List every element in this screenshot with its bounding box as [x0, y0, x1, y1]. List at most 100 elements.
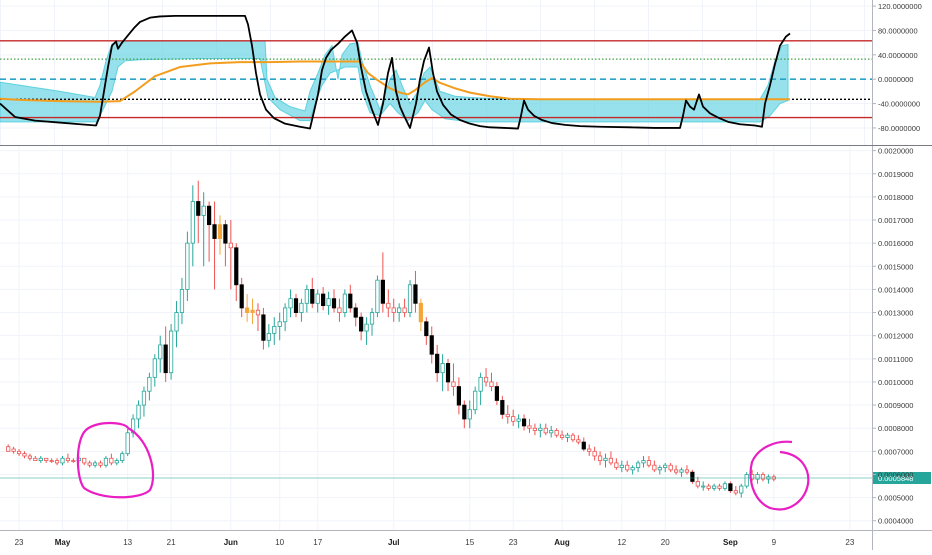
- time-tick-label: 12: [617, 538, 626, 547]
- candle-body: [597, 455, 603, 462]
- candle-body: [60, 457, 65, 464]
- candle-body: [152, 358, 157, 378]
- candle-body: [310, 289, 315, 304]
- candle-body: [521, 418, 527, 427]
- candle-body: [386, 302, 391, 309]
- osc-tick-label: -40.0000000: [878, 100, 920, 109]
- candle-body: [277, 321, 282, 327]
- price-tick-label: 0.0007000: [878, 447, 913, 456]
- candle-body: [576, 439, 581, 443]
- candle-body: [163, 344, 168, 374]
- price-tick-label: 0.0019000: [878, 170, 913, 179]
- oscillator-reference-lines: [0, 40, 872, 119]
- price-tick-label: 0.0011000: [878, 355, 913, 364]
- candle-body: [397, 307, 402, 313]
- candle-body: [33, 457, 38, 462]
- candle-body: [554, 430, 559, 436]
- candle-body: [657, 467, 662, 471]
- candle-body: [266, 332, 271, 341]
- candle-body: [418, 302, 423, 323]
- candle-body: [196, 201, 201, 216]
- candle-body: [581, 441, 586, 450]
- time-tick-label: 17: [313, 538, 322, 547]
- signal-line: [0, 60, 790, 103]
- candle-body: [489, 381, 494, 387]
- oscillator-line: [0, 14, 791, 130]
- price-grid: [0, 146, 872, 530]
- candle-body: [652, 464, 657, 471]
- candle-body: [592, 450, 597, 457]
- candle-body: [103, 457, 109, 466]
- candle-body: [500, 400, 505, 415]
- time-x-axis[interactable]: 23 May 13 21 Jun 10 17 Jul 15 23 Aug 12 20 Sep 9 23: [0, 530, 932, 548]
- time-tick-label: 21: [167, 538, 176, 547]
- circle-may: [76, 421, 155, 499]
- price-tick-label: 0.0010000: [878, 378, 913, 387]
- candle-body: [65, 457, 71, 462]
- candle-body: [407, 284, 413, 313]
- candle-body: [511, 416, 516, 422]
- candle-body: [603, 457, 608, 462]
- candle-body: [451, 381, 456, 387]
- candle-body: [359, 316, 364, 332]
- candle-body: [304, 289, 309, 304]
- candle-body: [299, 302, 304, 313]
- current-price-tag: [873, 471, 931, 484]
- candle-body: [608, 457, 614, 464]
- candle-body: [375, 279, 380, 313]
- price-tick-label: 0.0012000: [878, 332, 913, 341]
- candle-body: [706, 485, 711, 489]
- oscillator-y-axis[interactable]: 120.0000000 80.0000000 40.0000000 0.0000000…: [872, 0, 922, 145]
- candle-body: [321, 293, 326, 307]
- candle-body: [337, 307, 342, 313]
- candle-body: [228, 242, 233, 249]
- price-tick-label: 0.0009000: [878, 401, 913, 410]
- candle-body: [467, 409, 472, 420]
- candle-body: [49, 460, 54, 463]
- candle-body: [348, 293, 353, 309]
- candle-body: [326, 298, 331, 307]
- candle-body: [245, 307, 250, 313]
- candle-body: [739, 485, 744, 494]
- candle-body: [413, 284, 418, 304]
- candle-body: [6, 446, 11, 452]
- candle-body: [635, 462, 641, 468]
- candle-body: [462, 404, 467, 420]
- candle-body: [559, 434, 565, 438]
- candle-body: [527, 425, 532, 429]
- candle-body: [473, 390, 478, 411]
- candle-body: [538, 427, 543, 431]
- time-tick-label: Jun: [224, 538, 238, 547]
- time-tick-label: 10: [275, 538, 284, 547]
- candle-body: [207, 205, 212, 226]
- candle-body: [565, 434, 570, 438]
- candle-body: [98, 462, 103, 466]
- candle-body: [11, 448, 16, 452]
- price-candles: [6, 180, 776, 498]
- candle-body: [315, 293, 320, 304]
- candle-body: [614, 462, 619, 468]
- circle-sep: [749, 440, 810, 511]
- time-tick-label: Aug: [554, 538, 570, 547]
- candle-body: [353, 307, 358, 318]
- candle-body: [646, 460, 652, 466]
- candle-body: [212, 224, 217, 239]
- candle-body: [625, 464, 630, 471]
- candle-body: [201, 205, 206, 216]
- candle-body: [272, 326, 277, 334]
- candle-body: [38, 457, 43, 462]
- candle-body: [630, 467, 635, 471]
- candle-body: [369, 312, 375, 325]
- candle-body: [82, 457, 87, 464]
- candle-body: [71, 460, 76, 463]
- oscillator-lines: [0, 14, 791, 130]
- candle-body: [16, 450, 22, 455]
- annotations: [76, 421, 810, 511]
- candle-body: [712, 485, 717, 489]
- time-tick-label: May: [55, 538, 71, 547]
- candle-body: [728, 483, 733, 492]
- time-tick-label: 23: [845, 538, 854, 547]
- candle-body: [440, 363, 445, 374]
- price-y-axis[interactable]: 0.0020000 0.0019000 0.0018000 0.0017000 0.00…: [872, 146, 913, 550]
